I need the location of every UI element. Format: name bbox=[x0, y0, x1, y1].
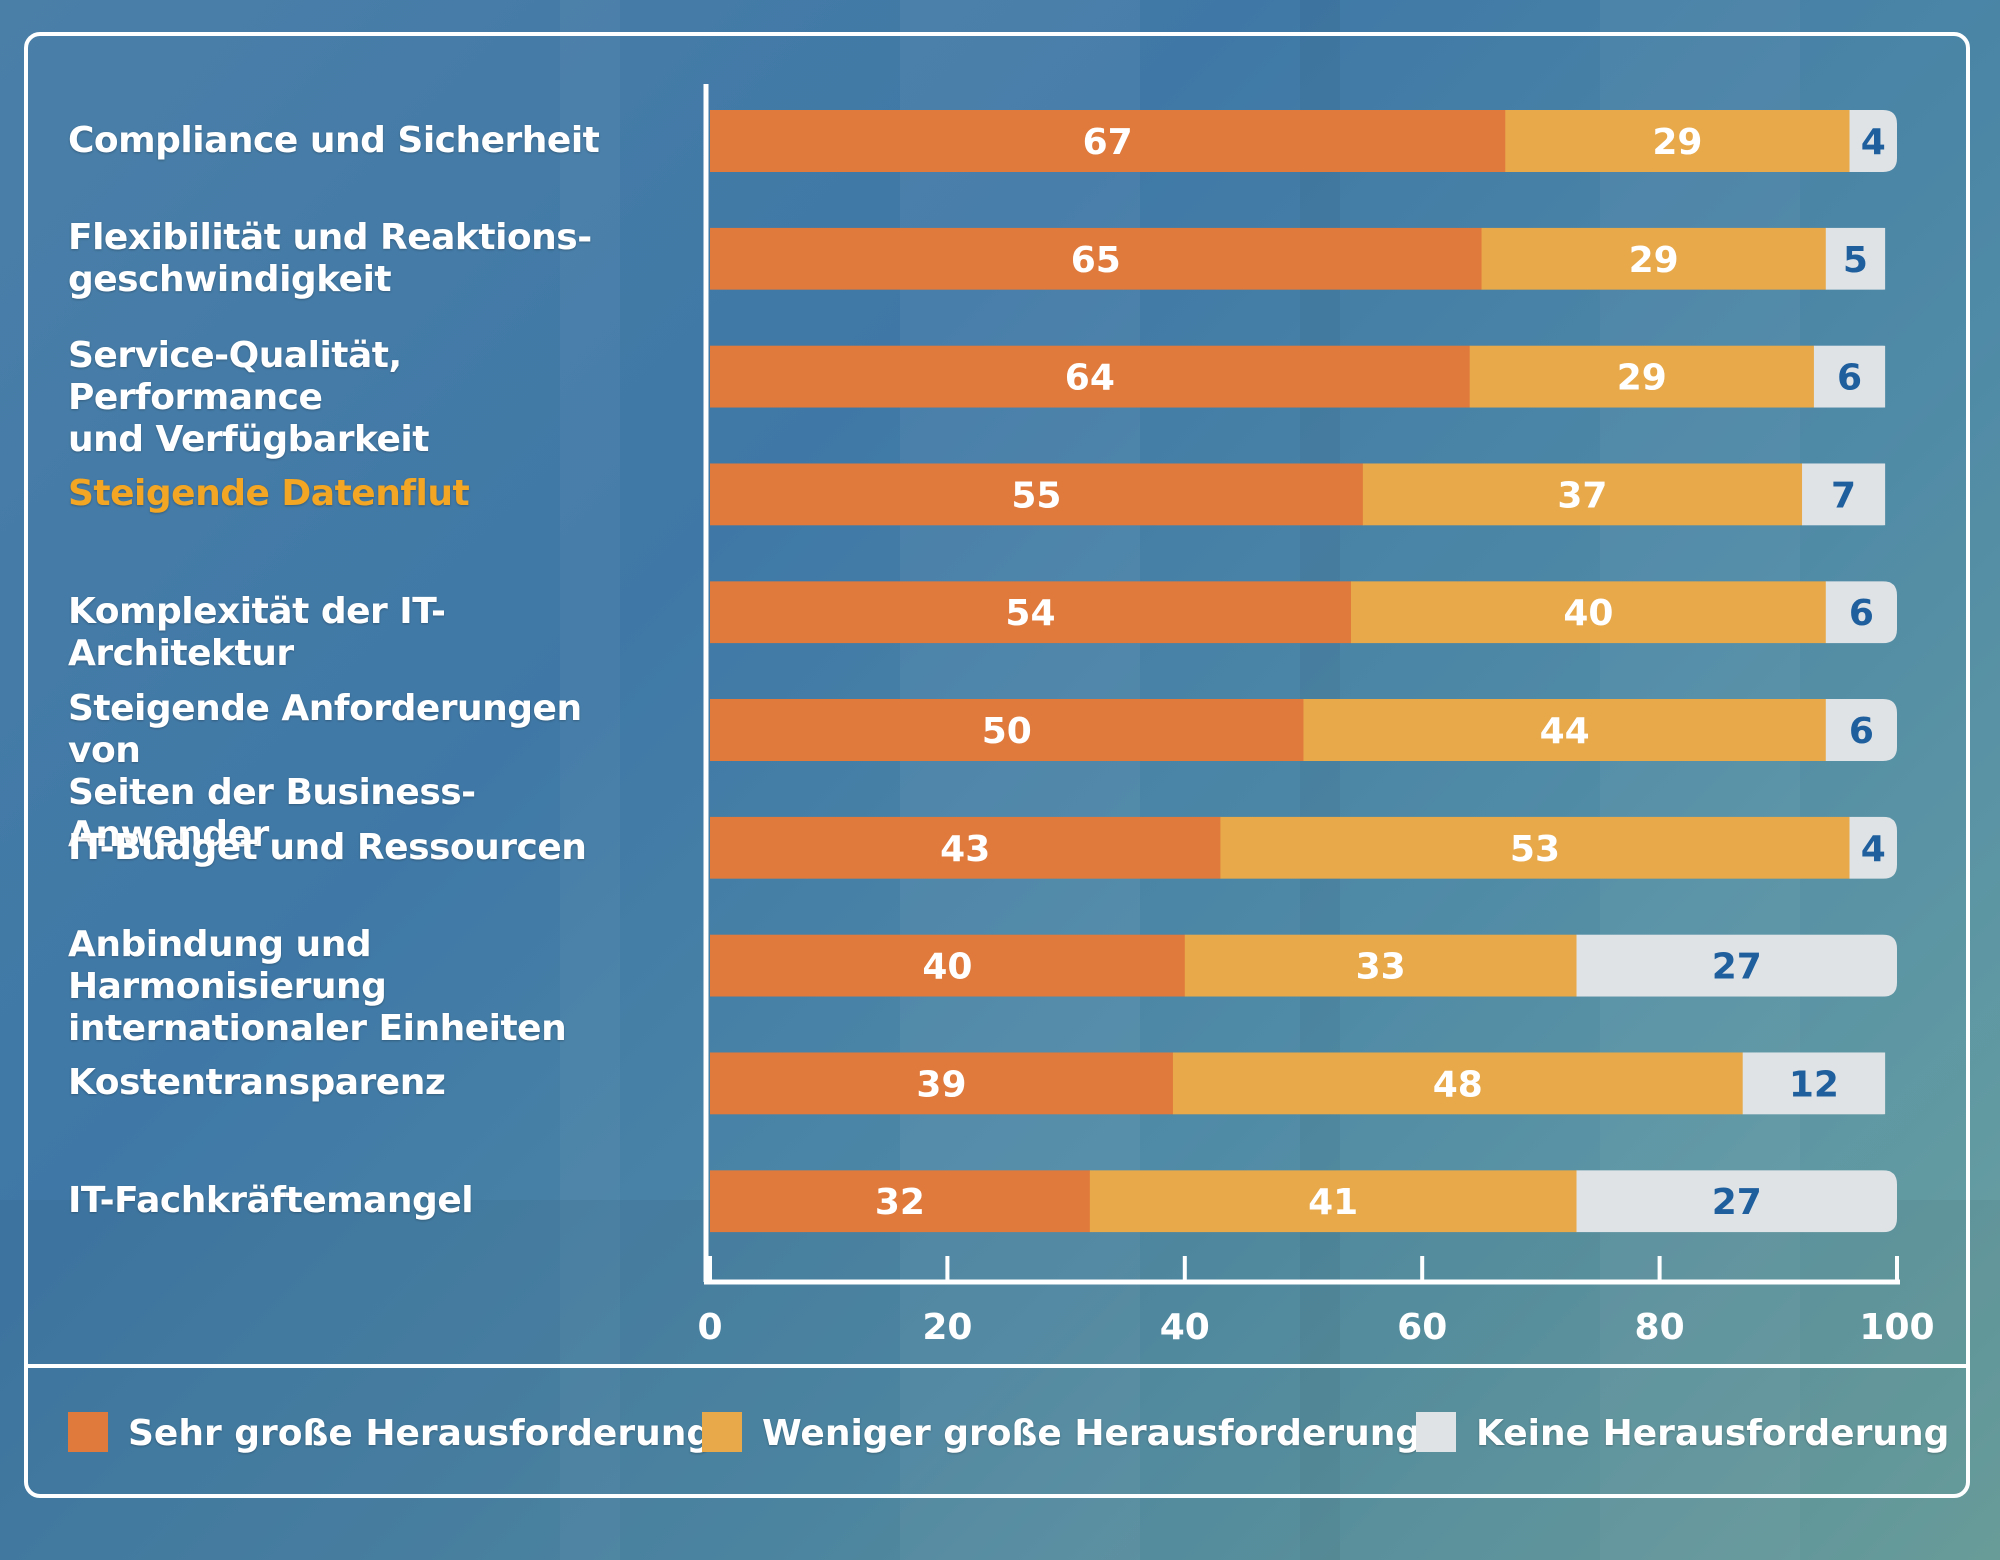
bar-row bbox=[710, 581, 1897, 644]
bar-segment bbox=[1825, 581, 1897, 644]
bar-row bbox=[710, 345, 1886, 408]
bar-row bbox=[710, 1052, 1886, 1115]
bar-row bbox=[710, 110, 1897, 172]
data-label: 27 bbox=[1712, 947, 1762, 988]
category-label: Service-Qualität, Performance und Verfüg… bbox=[68, 334, 429, 460]
data-label: 12 bbox=[1789, 1064, 1839, 1105]
bar-segment bbox=[1089, 1170, 1578, 1233]
x-tick-label: 20 bbox=[922, 1307, 972, 1348]
bar-segment bbox=[1576, 1170, 1897, 1233]
category-label: Steigende Anforderungen von Seiten der B… bbox=[68, 688, 582, 855]
bar-segment bbox=[1813, 345, 1886, 408]
bar-segment bbox=[710, 699, 1304, 761]
data-label: 29 bbox=[1652, 122, 1702, 163]
bar-segment bbox=[710, 110, 1506, 172]
data-label: 44 bbox=[1540, 711, 1590, 752]
data-label: 39 bbox=[916, 1064, 966, 1105]
bar-segment bbox=[710, 816, 1221, 879]
category-label: Anbindung und Harmonisierung internation… bbox=[68, 923, 567, 1049]
x-tick-label: 80 bbox=[1635, 1307, 1685, 1348]
bar-segment bbox=[710, 463, 1364, 526]
data-label: 4 bbox=[1861, 829, 1886, 870]
bar-row bbox=[710, 227, 1886, 290]
bar-segment bbox=[710, 581, 1352, 644]
bar-segment bbox=[1742, 1052, 1886, 1115]
data-label: 33 bbox=[1356, 947, 1406, 988]
data-label: 7 bbox=[1831, 475, 1856, 516]
data-label: 50 bbox=[982, 711, 1032, 752]
chart-frame bbox=[24, 32, 1970, 1498]
data-label: 29 bbox=[1617, 358, 1667, 399]
category-label-highlighted: Steigende Datenflut bbox=[68, 473, 470, 515]
category-label: IT-Fachkräftemangel bbox=[68, 1180, 474, 1222]
category-label: Compliance und Sicherheit bbox=[68, 120, 600, 161]
data-label: 67 bbox=[1083, 122, 1133, 163]
bar-segment bbox=[710, 1052, 1174, 1115]
data-label: 6 bbox=[1849, 593, 1874, 634]
bar-segment bbox=[1825, 227, 1886, 290]
data-label: 53 bbox=[1510, 829, 1560, 870]
data-label: 65 bbox=[1071, 240, 1121, 281]
bar-segment bbox=[710, 1170, 1091, 1233]
data-label: 48 bbox=[1433, 1064, 1483, 1105]
bar-segment bbox=[1362, 463, 1803, 526]
data-label: 55 bbox=[1011, 475, 1061, 516]
data-label: 27 bbox=[1712, 1182, 1762, 1223]
bar-segment bbox=[1469, 345, 1815, 408]
x-tick-label: 60 bbox=[1397, 1307, 1447, 1348]
bar-row bbox=[710, 699, 1897, 761]
data-label: 32 bbox=[875, 1182, 925, 1223]
data-label: 40 bbox=[1563, 593, 1613, 634]
data-label: 43 bbox=[940, 829, 990, 870]
bar-segment bbox=[1802, 463, 1886, 526]
bar-segment bbox=[1505, 110, 1851, 172]
legend-swatch-weniger bbox=[702, 1412, 742, 1452]
data-label: 54 bbox=[1005, 593, 1055, 634]
bar-segment bbox=[1825, 699, 1897, 761]
data-label: 29 bbox=[1629, 240, 1679, 281]
bar-segment bbox=[1350, 581, 1827, 644]
bar-segment bbox=[710, 934, 1186, 997]
bar-row bbox=[710, 934, 1897, 997]
bar-segment bbox=[1220, 816, 1851, 879]
category-label: Komplexität der IT-Architektur bbox=[68, 591, 446, 675]
legend-swatch-sehr bbox=[68, 1412, 108, 1452]
legend: Sehr große Herausforderung Weniger große… bbox=[24, 1364, 1970, 1498]
bar-segment bbox=[1576, 934, 1897, 997]
x-tick-label: 40 bbox=[1160, 1307, 1210, 1348]
bar-segment bbox=[1303, 699, 1827, 761]
data-label: 4 bbox=[1861, 122, 1886, 163]
legend-swatch-keine bbox=[1416, 1412, 1456, 1452]
bar-row bbox=[710, 1170, 1897, 1233]
data-label: 6 bbox=[1837, 358, 1862, 399]
data-label: 40 bbox=[922, 947, 972, 988]
legend-label-sehr: Sehr große Herausforderung bbox=[128, 1413, 713, 1454]
data-label: 5 bbox=[1843, 240, 1868, 281]
bar-segment bbox=[1481, 227, 1827, 290]
bar-segment bbox=[1184, 934, 1578, 997]
bar-segment bbox=[1172, 1052, 1744, 1115]
bar-segment bbox=[710, 345, 1471, 408]
data-label: 41 bbox=[1308, 1182, 1358, 1223]
data-label: 64 bbox=[1065, 358, 1115, 399]
x-tick-label: 0 bbox=[697, 1307, 722, 1348]
category-label: Flexibilität und Reaktions- geschwindigk… bbox=[68, 216, 592, 300]
bar-segment bbox=[1849, 816, 1897, 879]
category-label: IT-Budget und Ressourcen bbox=[68, 826, 587, 868]
bar-row bbox=[710, 816, 1897, 879]
legend-label-weniger: Weniger große Herausforderung bbox=[762, 1413, 1422, 1454]
data-label: 37 bbox=[1557, 475, 1607, 516]
legend-label-keine: Keine Herausforderung bbox=[1476, 1413, 1950, 1454]
x-tick-label: 100 bbox=[1859, 1307, 1934, 1348]
bar-segment bbox=[710, 227, 1483, 290]
bar-row bbox=[710, 463, 1886, 526]
data-label: 6 bbox=[1849, 711, 1874, 752]
bar-segment bbox=[1849, 110, 1897, 172]
category-label: Kostentransparenz bbox=[68, 1062, 446, 1104]
